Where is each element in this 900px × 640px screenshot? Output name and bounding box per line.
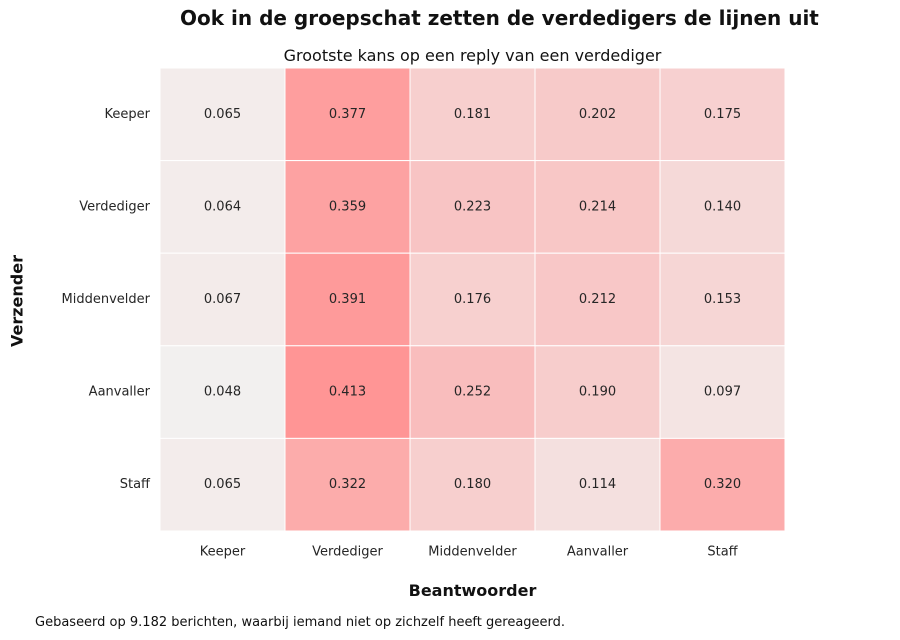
heatmap-cell-label: 0.176 <box>454 292 491 307</box>
heatmap-cell <box>409 160 536 254</box>
heatmap-cell <box>659 252 786 347</box>
heatmap-cell-label: 0.065 <box>204 107 241 122</box>
x-tick-label: Aanvaller <box>567 545 629 560</box>
heatmap-cell <box>534 160 661 254</box>
heatmap-cell-label: 0.114 <box>579 477 616 492</box>
x-tick-label: Keeper <box>200 545 246 560</box>
heatmap-cell-label: 0.064 <box>204 199 241 214</box>
chart-footnote: Gebaseerd op 9.182 berichten, waarbij ie… <box>35 615 566 630</box>
heatmap-cell-label: 0.065 <box>204 477 241 492</box>
heatmap-cell-label: 0.391 <box>329 292 366 307</box>
heatmap-cell-label: 0.359 <box>329 199 366 214</box>
heatmap-cell-label: 0.190 <box>579 385 616 400</box>
heatmap-cell-labels: 0.065 0.377 0.181 0.202 0.175 0.064 0.359 0.223… <box>204 107 741 492</box>
heatmap-cell-label: 0.322 <box>329 477 366 492</box>
heatmap-cell <box>534 252 661 347</box>
heatmap-cell-label: 0.180 <box>454 477 491 492</box>
heatmap-cell <box>284 160 411 254</box>
heatmap-cell <box>159 345 286 439</box>
heatmap-cell-label: 0.413 <box>329 385 366 400</box>
heatmap-cell <box>659 160 786 254</box>
heatmap-cell-label: 0.067 <box>204 292 241 307</box>
y-tick-label: Verdediger <box>79 199 150 214</box>
heatmap-cell <box>409 437 536 532</box>
heatmap-cell-label: 0.214 <box>579 199 616 214</box>
y-tick-label: Staff <box>120 477 151 492</box>
y-axis-label: Verzender <box>7 255 27 347</box>
heatmap-cell-label: 0.202 <box>579 107 616 122</box>
heatmap-cell <box>659 437 786 532</box>
heatmap-cell <box>159 67 286 162</box>
x-tick-label: Staff <box>707 545 738 560</box>
heatmap-cell <box>409 345 536 439</box>
heatmap-cell-label: 0.153 <box>704 292 741 307</box>
x-axis-label: Beantwoorder <box>408 581 537 600</box>
heatmap-cell-label: 0.175 <box>704 107 741 122</box>
x-tick-label: Verdediger <box>312 545 383 560</box>
heatmap-cell-label: 0.181 <box>454 107 491 122</box>
chart-subtitle: Grootste kans op een reply van een verde… <box>283 46 662 65</box>
heatmap-cell <box>159 252 286 347</box>
heatmap-cells <box>159 67 786 532</box>
heatmap-cell-label: 0.140 <box>704 199 741 214</box>
heatmap-cell-label: 0.212 <box>579 292 616 307</box>
heatmap-cell-label: 0.252 <box>454 385 491 400</box>
heatmap-cell-label: 0.320 <box>704 477 741 492</box>
y-tick-label: Keeper <box>105 107 151 122</box>
heatmap-cell-label: 0.223 <box>454 199 491 214</box>
chart-title: Ook in de groepschat zetten de verdedige… <box>180 6 819 30</box>
heatmap-cell <box>534 345 661 439</box>
y-tick-label: Middenvelder <box>62 292 151 307</box>
y-tick-label: Aanvaller <box>89 385 151 400</box>
heatmap-cell <box>659 345 786 439</box>
heatmap-cell <box>284 252 411 347</box>
heatmap-cell <box>534 437 661 532</box>
heatmap-cell-label: 0.048 <box>204 385 241 400</box>
heatmap-cell <box>284 345 411 439</box>
heatmap-cell <box>284 437 411 532</box>
heatmap-cell-label: 0.377 <box>329 107 366 122</box>
y-tick-labels: Keeper Verdediger Middenvelder Aanvaller Sta… <box>62 107 152 492</box>
heatmap-cell-label: 0.097 <box>704 385 741 400</box>
x-tick-labels: Keeper Verdediger Middenvelder Aanvaller Sta… <box>200 545 739 560</box>
x-tick-label: Middenvelder <box>428 545 517 560</box>
